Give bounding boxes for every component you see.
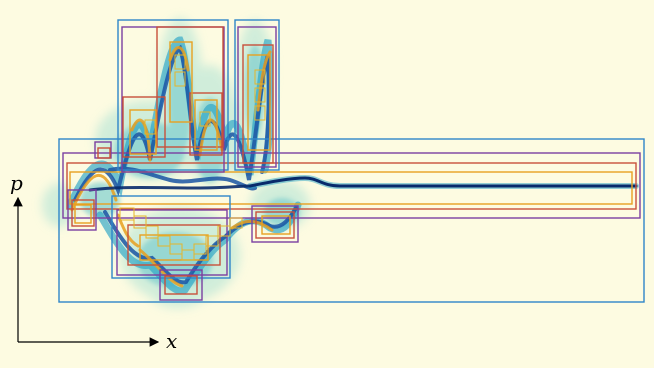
lower-box-red xyxy=(127,224,221,266)
lower-box-purple xyxy=(116,209,228,276)
x-axis-label: x xyxy=(166,329,177,353)
tall-box-purple-right xyxy=(237,26,277,168)
trajectory-tail xyxy=(88,174,639,192)
tall-box-blue-left xyxy=(117,19,229,171)
left-box-purple xyxy=(67,189,97,231)
left-box-orange xyxy=(74,204,92,224)
tall-box-red-right xyxy=(242,44,274,164)
lower-box-orange xyxy=(139,234,209,261)
lower-box-blue xyxy=(111,195,231,279)
lower-box-purple-small xyxy=(159,269,203,301)
right-box-orange xyxy=(261,215,291,235)
tall-box-orange-right xyxy=(247,54,271,151)
bounding-boxes xyxy=(58,19,645,303)
tall-box-orange-2 xyxy=(194,99,218,151)
tall-box-blue-right xyxy=(234,19,280,171)
right-box-purple xyxy=(251,205,299,243)
right-box-red xyxy=(255,211,295,239)
outer-box-purple xyxy=(62,152,641,219)
tall-box-orange-3 xyxy=(129,109,157,155)
axes xyxy=(13,196,160,347)
p-axis-label: p xyxy=(10,171,23,195)
tall-box-red-2 xyxy=(122,96,166,158)
outer-box-blue xyxy=(58,138,645,303)
left-box-red xyxy=(71,199,95,227)
tall-box-orange-1 xyxy=(169,41,193,123)
staircase-boxes xyxy=(119,54,266,261)
outer-box-red xyxy=(66,162,637,210)
tall-box-red-3 xyxy=(189,92,223,156)
small-box-red xyxy=(97,147,111,159)
outer-box-orange xyxy=(69,171,633,205)
lower-box-red-small xyxy=(164,275,198,295)
